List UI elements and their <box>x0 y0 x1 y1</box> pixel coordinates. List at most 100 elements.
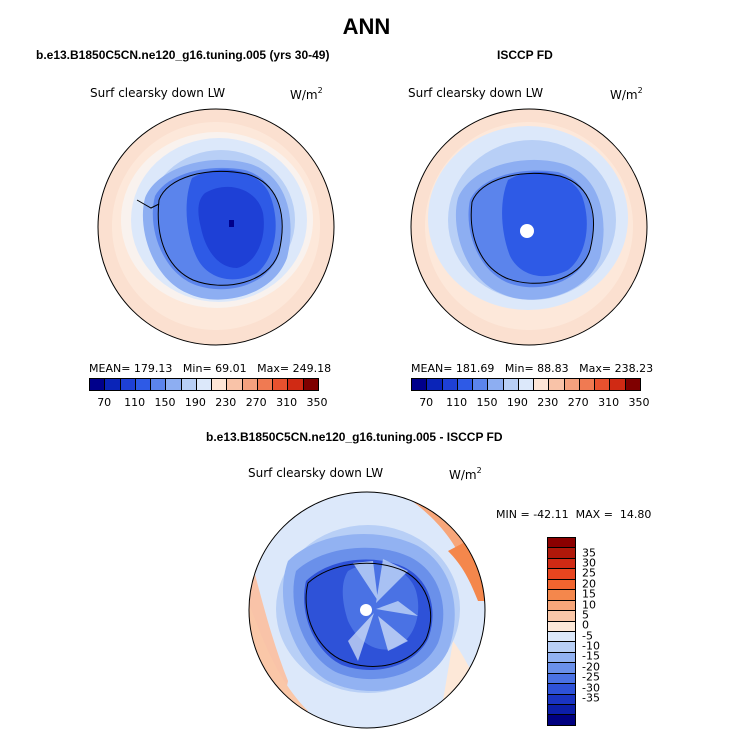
colorbar-swatch <box>151 379 167 390</box>
colorbar-tick-label: 230 <box>215 396 237 409</box>
colorbar-swatch <box>548 715 575 725</box>
colorbar-swatch <box>564 379 580 390</box>
colorbar-left <box>89 378 319 391</box>
panel-right-variable: Surf clearsky down LW <box>408 86 544 100</box>
colorbar-swatch <box>548 663 575 674</box>
colorbar-swatch <box>610 379 626 390</box>
panel-left-variable: Surf clearsky down LW <box>90 86 226 100</box>
panel-left-units: W/m2 <box>290 86 323 102</box>
colorbar-swatch <box>548 684 575 695</box>
colorbar-swatch <box>548 611 575 622</box>
colorbar-tick-label: -25 <box>582 670 600 684</box>
colorbar-swatch <box>166 379 182 390</box>
colorbar-diff <box>547 537 576 726</box>
colorbar-right <box>411 378 641 391</box>
colorbar-swatch <box>579 379 596 390</box>
colorbar-swatch <box>548 652 575 664</box>
colorbar-tick-label: 25 <box>582 566 596 580</box>
panel-diff-max: 14.80 <box>619 508 652 521</box>
colorbar-swatch <box>442 379 458 390</box>
panel-right-min: 88.83 <box>537 362 569 375</box>
colorbar-swatch <box>625 379 640 390</box>
panel-left-max: 249.18 <box>292 362 332 375</box>
panel-right-mean: 181.69 <box>455 362 495 375</box>
colorbar-tick-label: 310 <box>276 396 298 409</box>
colorbar-swatch <box>90 379 106 390</box>
colorbar-tick-label: 150 <box>476 396 498 409</box>
colorbar-tick-label: 190 <box>184 396 206 409</box>
colorbar-swatch <box>242 379 258 390</box>
colorbar-left-ticks: 70 110 150 190 230 270 310 350 <box>89 396 327 410</box>
colorbar-swatch <box>288 379 304 390</box>
colorbar-swatch <box>196 379 213 390</box>
panel-left-mean: 179.13 <box>133 362 173 375</box>
colorbar-swatch <box>427 379 443 390</box>
panel-right-stats: MEAN= 181.69 Min= 88.83 Max= 238.23 <box>411 362 654 375</box>
colorbar-tick-label: 10 <box>582 598 596 612</box>
panel-diff-min: -42.11 <box>533 508 569 521</box>
colorbar-right-ticks: 70 110 150 190 230 270 310 350 <box>411 396 649 410</box>
colorbar-tick-label: 190 <box>506 396 528 409</box>
colorbar-tick-label: -30 <box>582 681 600 695</box>
page-title: ANN <box>342 14 391 39</box>
panel-left-min: 69.01 <box>215 362 247 375</box>
colorbar-tick-label: 30 <box>582 556 596 570</box>
colorbar-swatch <box>181 379 197 390</box>
panel-right-max: 238.23 <box>614 362 654 375</box>
colorbar-tick-label: 110 <box>124 396 146 409</box>
colorbar-swatch <box>548 631 575 643</box>
colorbar-tick-label: 230 <box>537 396 559 409</box>
colorbar-swatch <box>549 379 565 390</box>
colorbar-swatch <box>473 379 489 390</box>
colorbar-swatch <box>303 379 318 390</box>
panel-right-units: W/m2 <box>610 86 643 102</box>
colorbar-swatch <box>548 579 575 591</box>
colorbar-swatch <box>548 642 575 653</box>
colorbar-swatch <box>595 379 611 390</box>
colorbar-tick-label: 150 <box>154 396 176 409</box>
colorbar-tick-label: 35 <box>582 546 596 560</box>
polar-map-diff <box>248 491 486 729</box>
colorbar-tick-label: -20 <box>582 660 600 674</box>
colorbar-swatch <box>534 379 550 390</box>
colorbar-swatch <box>212 379 228 390</box>
panel-left-stats: MEAN= 179.13 Min= 69.01 Max= 249.18 <box>89 362 332 375</box>
colorbar-swatch <box>548 673 575 685</box>
colorbar-swatch <box>488 379 504 390</box>
colorbar-tick-label: 270 <box>567 396 589 409</box>
colorbar-swatch <box>548 538 575 549</box>
colorbar-tick-label: -5 <box>582 629 593 643</box>
colorbar-tick-label: 5 <box>582 608 589 622</box>
colorbar-swatch <box>548 569 575 580</box>
colorbar-swatch <box>412 379 428 390</box>
colorbar-swatch <box>548 705 575 716</box>
colorbar-swatch <box>457 379 474 390</box>
colorbar-swatch <box>105 379 121 390</box>
colorbar-swatch <box>518 379 535 390</box>
panel-diff-units: W/m2 <box>449 466 482 482</box>
colorbar-swatch <box>548 621 575 632</box>
colorbar-swatch <box>503 379 519 390</box>
polar-map-right <box>410 108 648 346</box>
colorbar-diff-ticks: 35 30 25 20 15 10 5 0 -5 -10 -15 -20 -25 -30 -35 <box>582 537 622 724</box>
colorbar-tick-label: 350 <box>306 396 328 409</box>
panel-diff-stats: MIN = -42.11 MAX = 14.80 <box>496 508 652 521</box>
colorbar-tick-label: -10 <box>582 639 600 653</box>
colorbar-tick-label: 310 <box>598 396 620 409</box>
colorbar-swatch <box>273 379 289 390</box>
colorbar-tick-label: 0 <box>582 618 589 632</box>
colorbar-tick-label: 70 <box>97 396 112 409</box>
colorbar-tick-label: 110 <box>446 396 468 409</box>
colorbar-swatch <box>548 600 575 612</box>
colorbar-swatch <box>227 379 243 390</box>
colorbar-swatch <box>120 379 136 390</box>
panel-diff-variable: Surf clearsky down LW <box>248 466 384 480</box>
colorbar-swatch <box>257 379 274 390</box>
panel-right-title: ISCCP FD <box>497 48 553 62</box>
panel-diff-title: b.e13.B1850C5CN.ne120_g16.tuning.005 - I… <box>206 430 503 444</box>
colorbar-tick-label: 350 <box>628 396 650 409</box>
colorbar-tick-label: -15 <box>582 649 600 663</box>
polar-map-left <box>97 108 335 346</box>
colorbar-tick-label: 70 <box>419 396 434 409</box>
colorbar-tick-label: 270 <box>245 396 267 409</box>
